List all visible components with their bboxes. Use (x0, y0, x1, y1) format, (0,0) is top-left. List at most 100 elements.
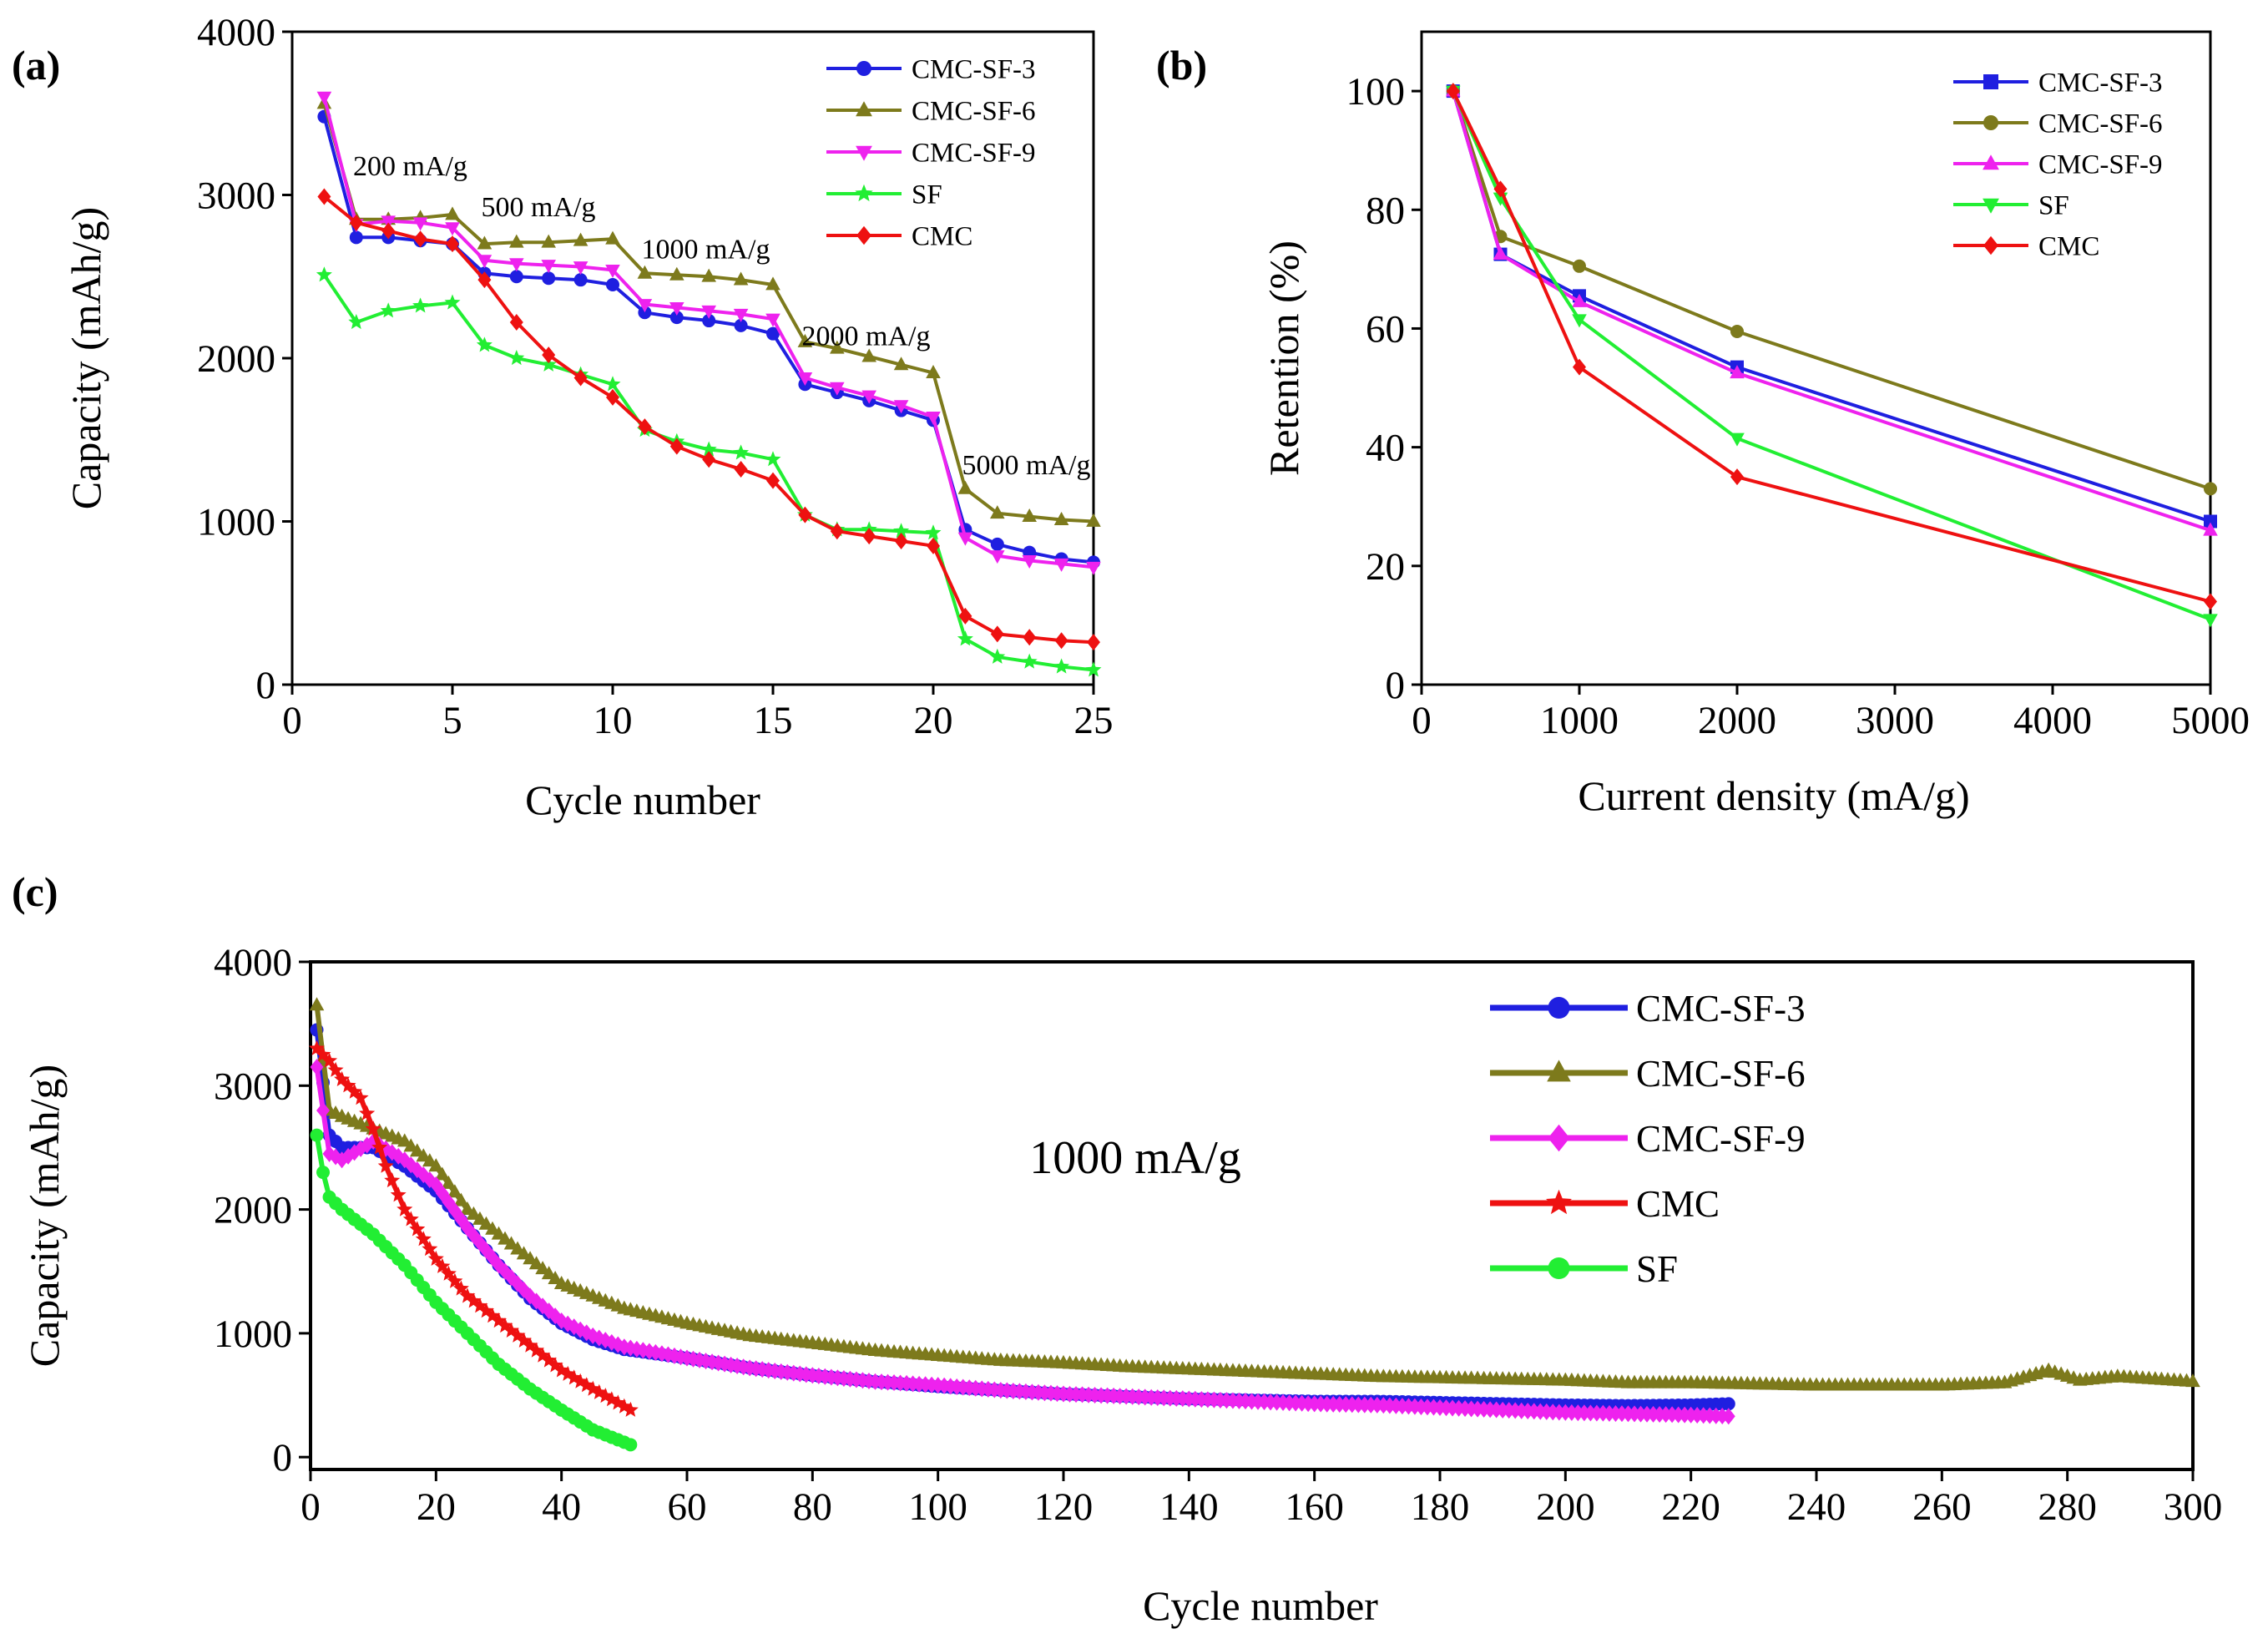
data-point (412, 297, 429, 313)
series-cmc (1446, 83, 2217, 610)
legend-label: CMC-SF-3 (912, 55, 1036, 85)
legend-marker (856, 225, 871, 245)
panel-b-legend: CMC-SF-3 CMC-SF-6 CMC-SF-9 SF CMC (1953, 68, 2163, 262)
data-point (958, 607, 972, 625)
data-point (397, 1201, 413, 1217)
panel-c-y-axis-title: Capacity (mAh/g) (21, 1065, 68, 1367)
data-point (352, 1090, 369, 1105)
data-point (478, 1303, 494, 1318)
panel-c-legend: CMC-SF-3 CMC-SF-6 CMC-SF-9 CMC SF (1490, 988, 1806, 1290)
x-tick-label: 300 (2164, 1485, 2223, 1529)
y-tick-label: 1000 (214, 1313, 292, 1356)
data-point (1023, 629, 1037, 646)
data-point (798, 506, 812, 524)
data-point (346, 1083, 363, 1099)
series-cmc-sf-9 (316, 91, 1101, 575)
rate-annotation: 500 mA/g (482, 192, 596, 223)
series-line-cmc-sf-6 (314, 1004, 2194, 1388)
panel-a-ticks: 0 5 10 15 20 25 0 1000 2000 3000 4000 (197, 11, 1114, 742)
series-sf (310, 1128, 638, 1452)
data-point (509, 258, 524, 272)
panel-c-ticks: 0 20 40 60 80 100 120 140 160 180 200 220 240 260 280 3… (214, 941, 2222, 1529)
data-point (1721, 1408, 1735, 1425)
data-point (390, 1186, 407, 1202)
x-tick-label: 20 (914, 699, 953, 742)
legend-item-cmc-sf-9: CMC-SF-9 (826, 139, 1036, 169)
data-point (926, 411, 941, 425)
data-point (427, 1250, 444, 1266)
data-point (2204, 514, 2217, 529)
data-point (409, 1221, 426, 1237)
data-point (1085, 661, 1102, 677)
legend-item-cmc-sf-3: CMC-SF-3 (1490, 988, 1806, 1029)
data-point (733, 444, 750, 460)
data-point (861, 348, 876, 362)
data-point (830, 523, 844, 540)
data-point (453, 1192, 469, 1206)
legend-marker (1983, 235, 1998, 255)
legend-label: CMC-SF-3 (1636, 988, 1806, 1029)
data-point (310, 1059, 324, 1076)
data-point (365, 1120, 381, 1136)
x-tick-label: 1000 (1540, 699, 1619, 742)
legend-item-cmc-sf-9: CMC-SF-9 (1953, 150, 2163, 180)
data-point (638, 418, 652, 436)
panel-b-series (1446, 83, 2218, 628)
data-point (444, 294, 461, 310)
data-point (1086, 561, 1101, 575)
legend-marker (855, 184, 873, 202)
data-point (1721, 1397, 1735, 1411)
x-tick-label: 60 (668, 1485, 707, 1529)
data-point (861, 390, 876, 404)
data-point (1053, 658, 1070, 674)
data-point (1022, 508, 1037, 523)
y-tick-label: 0 (256, 664, 276, 707)
data-point (733, 271, 749, 286)
data-point (415, 1231, 432, 1247)
y-tick-label: 4000 (214, 941, 292, 984)
legend-marker (1548, 1257, 1570, 1279)
legend-marker (1983, 115, 1998, 130)
data-point (349, 214, 363, 231)
legend-item-cmc-sf-9: CMC-SF-9 (1490, 1118, 1806, 1160)
data-point (472, 1297, 488, 1313)
legend-label: CMC-SF-9 (1636, 1118, 1806, 1160)
data-point (797, 333, 813, 347)
rate-annotation: 2000 mA/g (802, 321, 931, 352)
data-point (573, 273, 588, 287)
data-point (1573, 358, 1586, 376)
legend-marker (856, 101, 872, 117)
data-point (669, 311, 684, 325)
data-point (573, 261, 588, 276)
data-point (573, 369, 588, 387)
legend-marker (856, 61, 871, 76)
data-point (509, 234, 524, 248)
data-point (1021, 653, 1038, 669)
data-point (1053, 558, 1069, 572)
y-tick-label: 3000 (214, 1065, 292, 1108)
x-tick-label: 200 (1536, 1485, 1595, 1529)
panel-a-annotations: 200 mA/g 500 mA/g 1000 mA/g 2000 mA/g 5000 m… (353, 151, 1091, 481)
legend-label: SF (2038, 191, 2069, 221)
legend-item-sf: SF (1490, 1248, 1678, 1290)
rate-annotation: 5000 mA/g (962, 450, 1091, 481)
data-point (1053, 511, 1069, 525)
x-tick-label: 140 (1159, 1485, 1219, 1529)
data-point (381, 215, 396, 230)
data-point (413, 230, 427, 248)
data-point (701, 268, 716, 282)
data-point (452, 1280, 469, 1296)
data-point (1572, 293, 1587, 307)
legend-item-sf: SF (1953, 191, 2069, 221)
data-point (359, 1105, 376, 1120)
data-point (927, 537, 940, 554)
data-point (605, 230, 620, 245)
data-point (447, 1272, 463, 1288)
data-point (371, 1139, 388, 1155)
y-tick-label: 60 (1366, 307, 1405, 351)
panel-b-retention: (b) 0 1000 2000 3000 4000 5000 0 20 40 60 80 100 CM… (1156, 30, 2250, 819)
data-point (990, 625, 1004, 643)
data-point (606, 388, 619, 406)
data-point (893, 357, 909, 371)
data-point (440, 1265, 457, 1281)
